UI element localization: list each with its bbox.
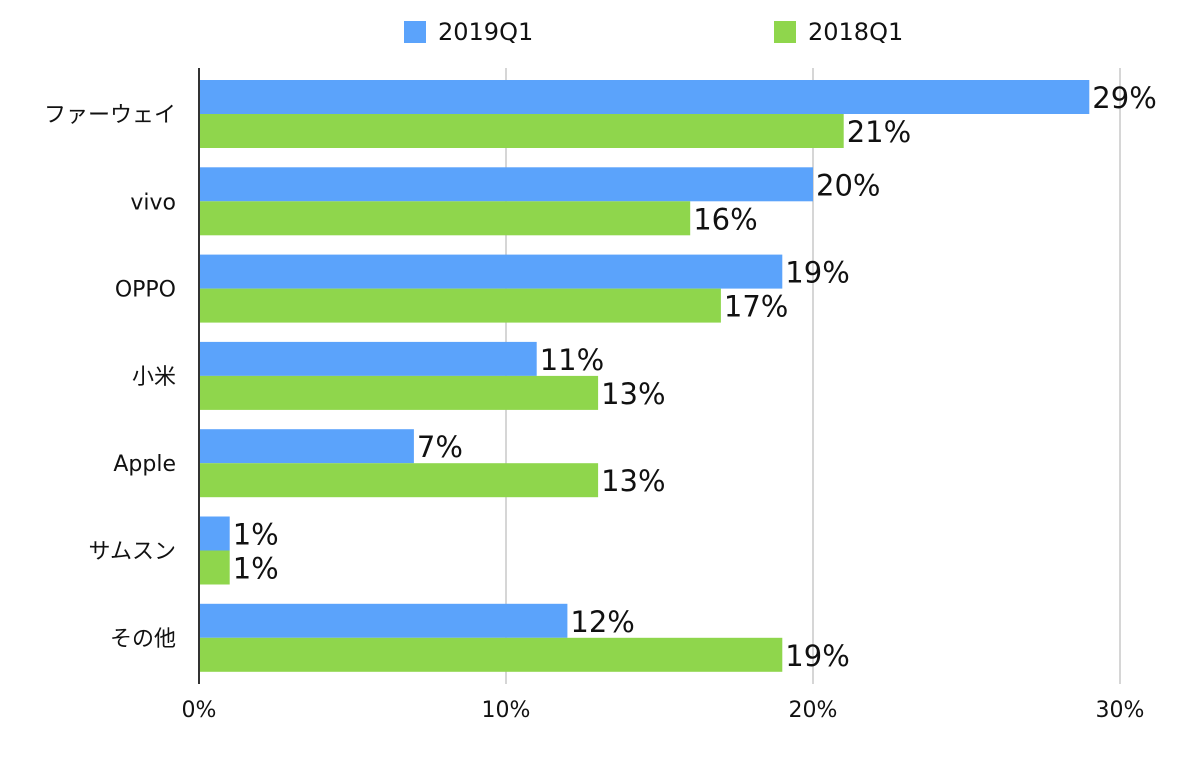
legend-item-2019q1: 2019Q1 (404, 12, 533, 52)
bar-2018q1-5 (199, 550, 230, 585)
category-label-5: サムスン (88, 540, 176, 565)
legend-swatch-2018q1 (774, 21, 796, 43)
data-label-2019q1-6: 12% (570, 605, 634, 639)
bar-2019q1-4 (199, 429, 414, 464)
data-label-2018q1-3: 13% (601, 377, 665, 411)
bar-2018q1-4 (199, 463, 599, 498)
data-label-2019q1-1: 20% (816, 168, 880, 202)
bar-2019q1-3 (199, 341, 537, 376)
category-label-3: 小米 (132, 365, 176, 390)
bar-2018q1-1 (199, 201, 691, 236)
legend: 2019Q1 2018Q1 (0, 12, 1200, 52)
data-label-2019q1-5: 1% (233, 518, 279, 552)
data-label-2019q1-3: 11% (540, 343, 604, 377)
legend-label-2019q1: 2019Q1 (438, 18, 534, 46)
x-tick-label-3: 30% (1096, 698, 1145, 723)
bar-2018q1-0 (199, 114, 844, 148)
data-label-2018q1-2: 17% (724, 290, 788, 324)
category-label-0: ファーウェイ (44, 103, 176, 128)
data-label-2018q1-6: 19% (785, 639, 849, 673)
x-tick-label-1: 10% (482, 698, 531, 723)
data-label-2018q1-1: 16% (693, 202, 757, 236)
legend-label-2018q1: 2018Q1 (808, 18, 904, 46)
bar-2018q1-3 (199, 375, 599, 410)
bar-2018q1-6 (199, 637, 783, 672)
category-label-2: OPPO (115, 278, 176, 303)
x-tick-label-2: 20% (789, 698, 838, 723)
data-label-2018q1-5: 1% (233, 552, 279, 586)
category-label-4: Apple (113, 452, 176, 477)
legend-item-2018q1: 2018Q1 (774, 12, 903, 52)
bar-2019q1-1 (199, 167, 813, 202)
category-label-6: その他 (110, 627, 176, 652)
data-label-2019q1-4: 7% (417, 430, 463, 464)
legend-swatch-2019q1 (404, 21, 426, 43)
bar-2019q1-5 (199, 516, 230, 551)
data-label-2019q1-2: 19% (785, 256, 849, 290)
bar-2019q1-2 (199, 254, 783, 289)
bar-2018q1-2 (199, 288, 721, 323)
data-label-2018q1-4: 13% (601, 464, 665, 498)
data-label-2018q1-0: 21% (847, 115, 911, 149)
bar-2019q1-0 (199, 80, 1090, 114)
bar-2019q1-6 (199, 603, 568, 638)
category-label-1: vivo (130, 190, 176, 215)
data-label-2019q1-0: 29% (1092, 81, 1156, 115)
x-tick-label-0: 0% (182, 698, 217, 723)
